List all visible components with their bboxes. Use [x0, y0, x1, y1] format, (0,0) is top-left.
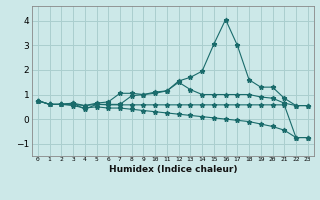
X-axis label: Humidex (Indice chaleur): Humidex (Indice chaleur)	[108, 165, 237, 174]
